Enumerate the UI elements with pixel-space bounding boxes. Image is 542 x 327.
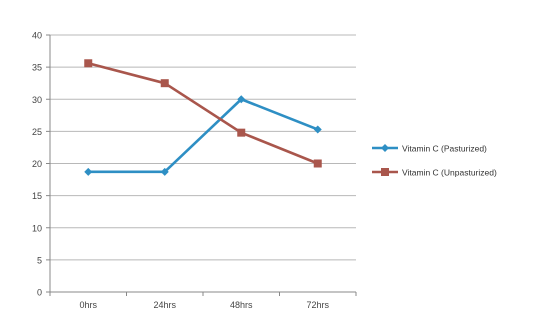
legend-marker <box>381 144 389 152</box>
data-point <box>160 167 169 176</box>
legend-item: Vitamin C (Unpasturized) <box>372 168 497 178</box>
legend-label: Vitamin C (Pasturized) <box>402 144 487 154</box>
y-tick-label: 20 <box>32 159 42 169</box>
y-tick-label: 15 <box>32 191 42 201</box>
y-tick-label: 35 <box>32 63 42 73</box>
data-point <box>237 95 246 104</box>
y-tick-label: 30 <box>32 95 42 105</box>
series-line <box>88 97 319 174</box>
data-point <box>160 79 169 88</box>
y-tick-label: 10 <box>32 223 42 233</box>
data-point <box>84 167 93 176</box>
data-point <box>313 159 322 168</box>
y-tick-label: 40 <box>32 31 42 41</box>
x-tick-label: 48hrs <box>230 300 253 310</box>
legend: Vitamin C (Pasturized) Vitamin C (Unpastu… <box>372 144 497 178</box>
axes: 0 5 10 15 20 25 30 35 40 0hrs 24hrs 48hrs 72hrs <box>32 31 357 310</box>
y-tick-label: 0 <box>37 288 42 298</box>
legend-marker <box>381 168 389 176</box>
data-point <box>84 59 93 68</box>
x-tick-label: 0hrs <box>79 300 97 310</box>
x-tick-label: 72hrs <box>306 300 329 310</box>
legend-item: Vitamin C (Pasturized) <box>372 144 487 154</box>
legend-label: Vitamin C (Unpasturized) <box>402 168 497 178</box>
series-1 <box>84 95 322 176</box>
y-tick-label: 5 <box>37 255 42 265</box>
data-point <box>313 125 322 134</box>
x-tick-label: 24hrs <box>153 300 176 310</box>
series-2 <box>84 59 322 168</box>
series-line <box>87 62 319 165</box>
data-point <box>237 128 246 137</box>
y-tick-label: 25 <box>32 127 42 137</box>
series-lines <box>84 59 322 176</box>
